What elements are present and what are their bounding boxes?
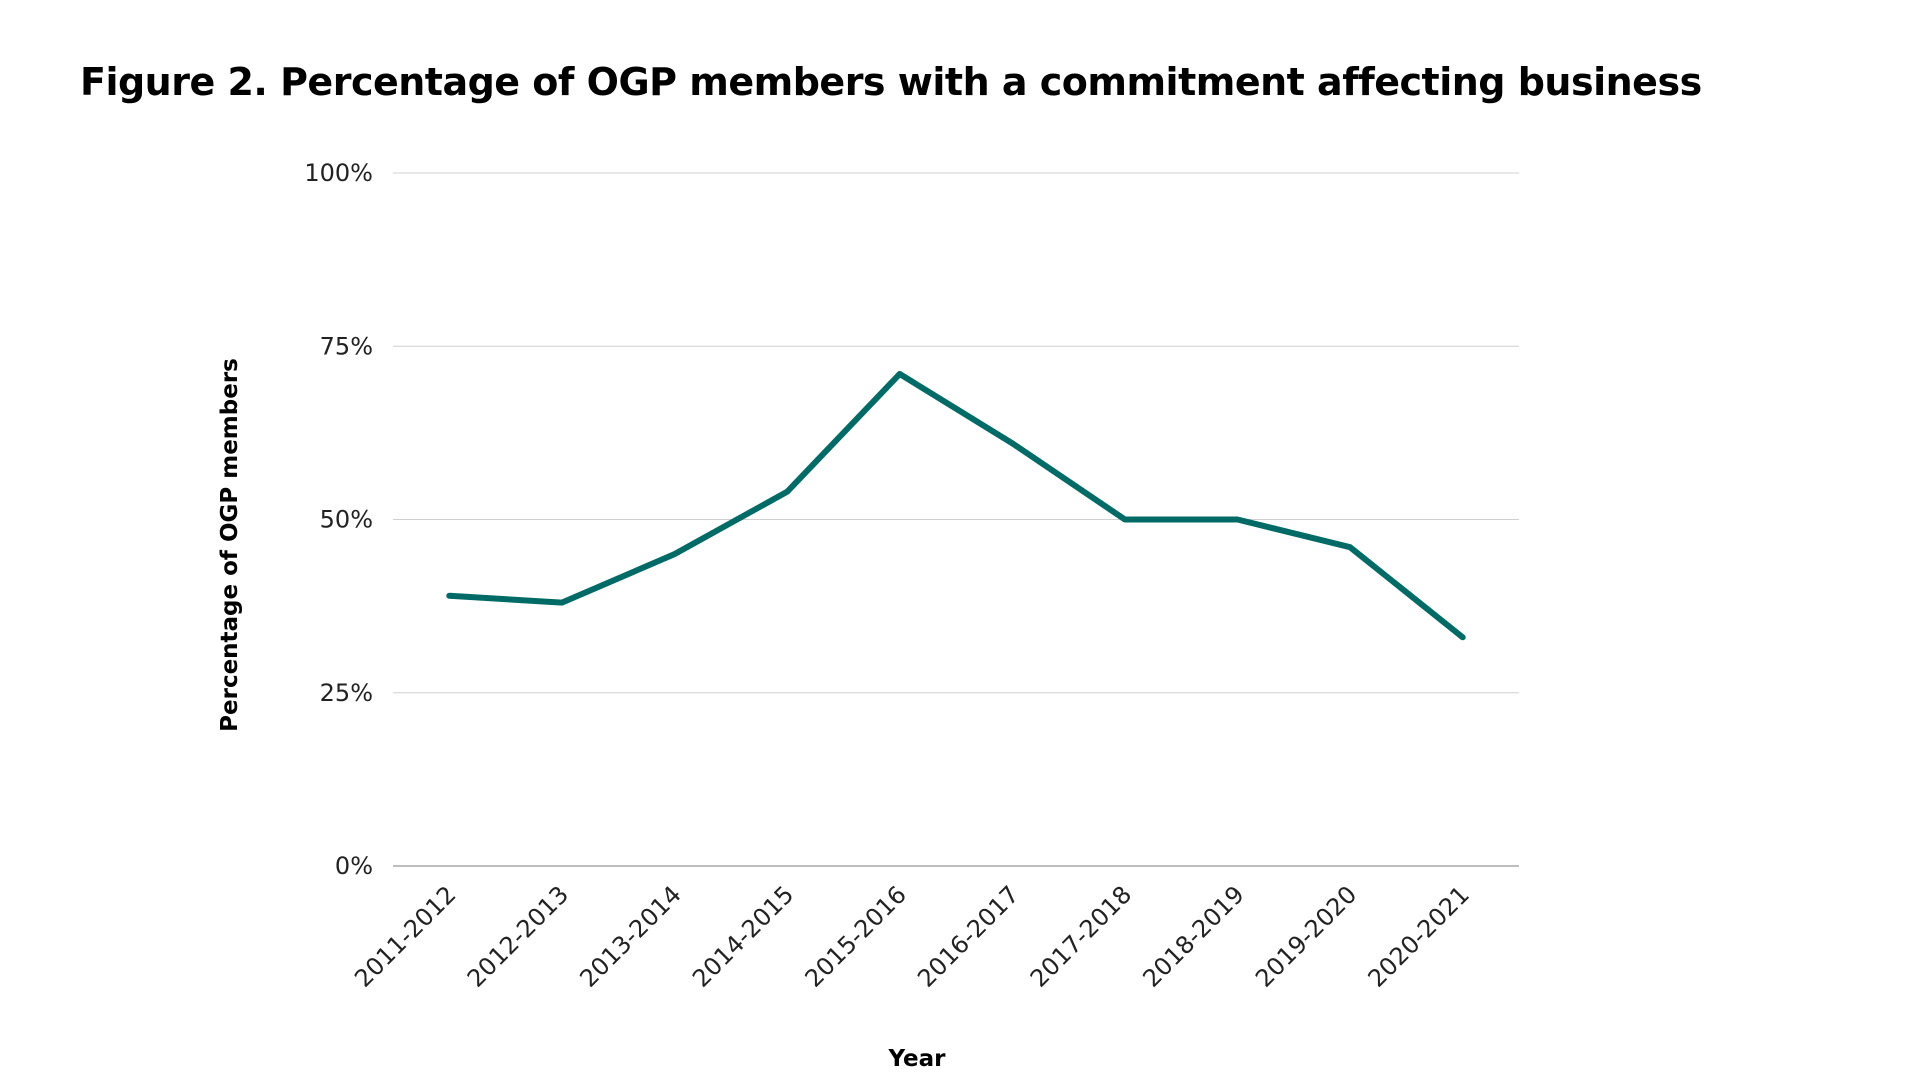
x-tick-label: 2015-2016 xyxy=(800,880,912,992)
x-axis-label: Year xyxy=(887,1046,946,1072)
x-tick-label: 2017-2018 xyxy=(1025,880,1137,992)
y-axis-label: Percentage of OGP members xyxy=(217,358,243,732)
x-tick-label: 2014-2015 xyxy=(687,880,799,992)
x-tick-label: 2018-2019 xyxy=(1137,880,1249,992)
x-tick-label: 2013-2014 xyxy=(574,880,686,992)
chart-title: Figure 2. Percentage of OGP members with… xyxy=(80,60,1702,104)
x-tick-label: 2016-2017 xyxy=(912,880,1024,992)
y-tick-label: 50% xyxy=(320,506,373,534)
x-tick-label: 2019-2020 xyxy=(1250,880,1362,992)
y-tick-label: 75% xyxy=(320,332,373,360)
y-tick-label: 25% xyxy=(320,679,373,707)
x-tick-label: 2012-2013 xyxy=(462,880,574,992)
x-tick-label: 2020-2021 xyxy=(1363,880,1475,992)
series-line xyxy=(446,370,1466,641)
y-tick-label: 100% xyxy=(304,159,373,187)
x-tick-label: 2011-2012 xyxy=(349,880,461,992)
y-tick-label: 0% xyxy=(335,852,373,880)
